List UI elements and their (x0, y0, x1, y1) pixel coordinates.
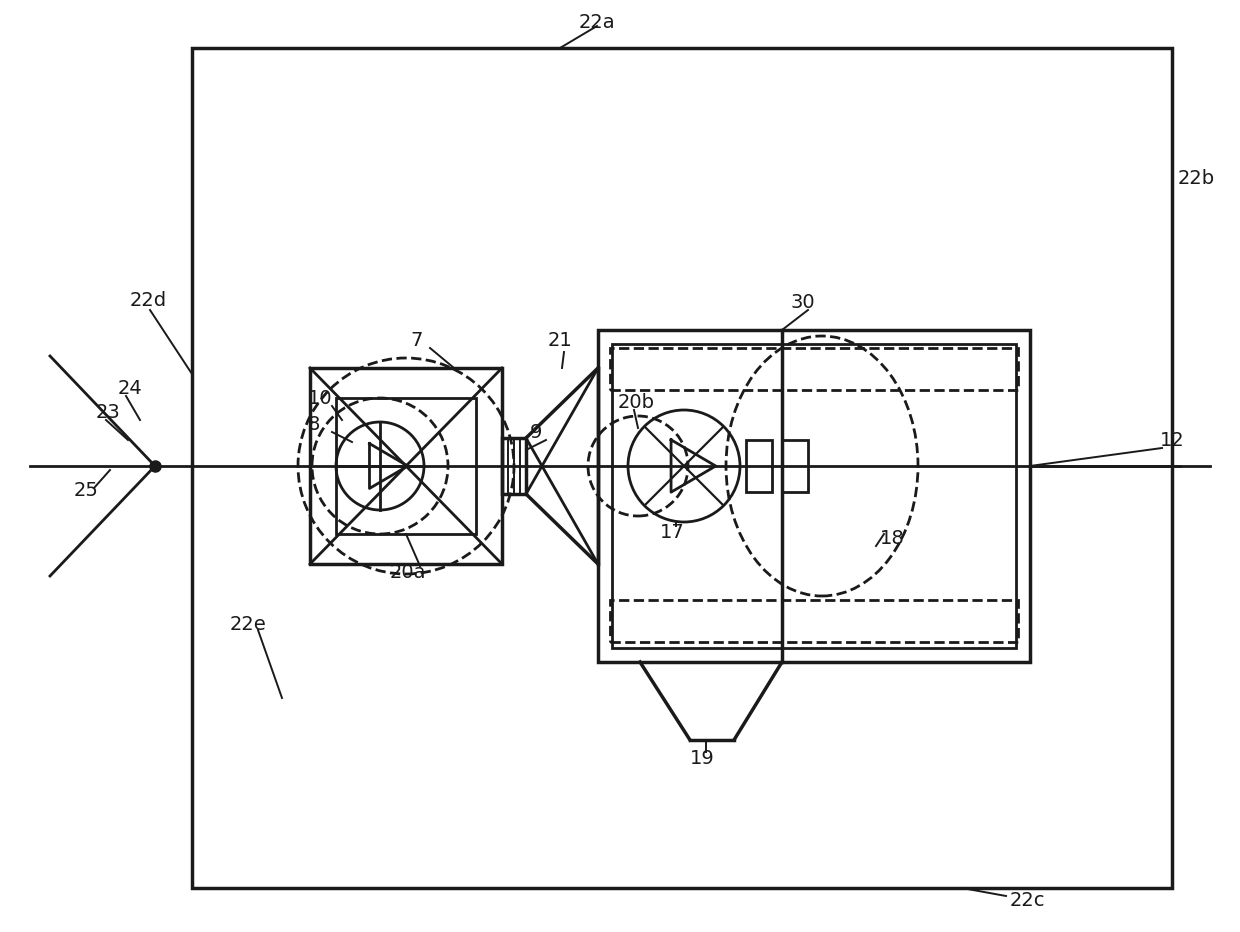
Text: 22a: 22a (579, 12, 615, 32)
Text: 25: 25 (74, 481, 99, 500)
Text: 22d: 22d (130, 291, 167, 309)
Bar (610, 600, 1018, 642)
Text: 22e: 22e (229, 614, 267, 634)
Text: 22b: 22b (1178, 169, 1215, 187)
Bar (192, 48, 1172, 888)
Text: 7: 7 (410, 331, 423, 350)
Text: 21: 21 (548, 331, 573, 350)
Text: 9: 9 (529, 422, 542, 442)
Bar (502, 438, 526, 494)
Text: 12: 12 (1159, 431, 1184, 449)
Text: 20a: 20a (391, 563, 427, 582)
Bar (782, 440, 808, 492)
Text: 23: 23 (95, 403, 120, 421)
Text: 20b: 20b (618, 392, 655, 412)
Text: 19: 19 (689, 748, 714, 767)
Bar (598, 330, 1030, 662)
Bar (310, 368, 502, 564)
Text: 17: 17 (660, 523, 684, 541)
Bar (613, 344, 1016, 648)
Text: 22c: 22c (1011, 890, 1045, 910)
Bar (336, 398, 476, 534)
Text: 10: 10 (308, 389, 332, 407)
Bar (746, 440, 773, 492)
Bar (610, 348, 1018, 390)
Text: 8: 8 (308, 415, 320, 433)
Text: 18: 18 (880, 528, 905, 547)
Text: 30: 30 (790, 293, 815, 311)
Text: 24: 24 (118, 378, 143, 398)
